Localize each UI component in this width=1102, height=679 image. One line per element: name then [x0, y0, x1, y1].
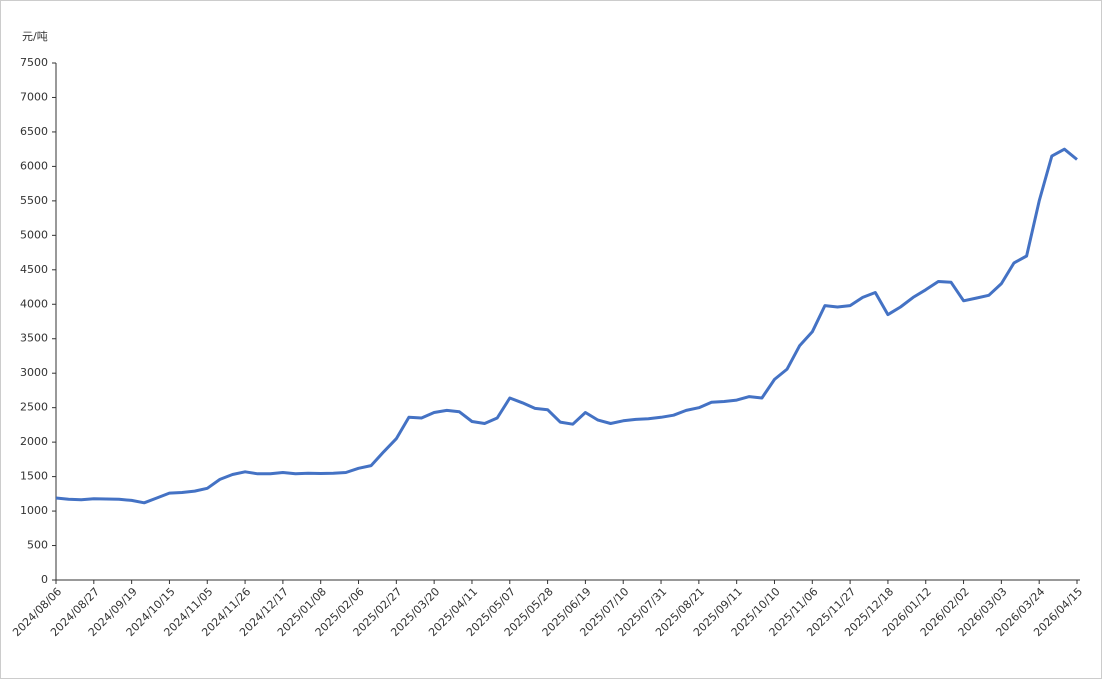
y-tick-label: 0 [41, 573, 48, 586]
y-tick-label: 4500 [20, 263, 48, 276]
y-unit: 元/吨 [22, 30, 48, 43]
y-tick-label: 1000 [20, 504, 48, 517]
y-tick-label: 6000 [20, 159, 48, 172]
y-tick-label: 6500 [20, 125, 48, 138]
y-tick-label: 1500 [20, 470, 48, 483]
y-tick-label: 7000 [20, 90, 48, 103]
y-tick-label: 2000 [20, 435, 48, 448]
y-tick-label: 500 [27, 539, 48, 552]
y-tick-label: 5500 [20, 194, 48, 207]
y-tick-label: 4000 [20, 297, 48, 310]
y-tick-label: 5000 [20, 228, 48, 241]
y-tick-label: 3500 [20, 332, 48, 345]
y-tick-label: 2500 [20, 401, 48, 414]
y-tick-label: 7500 [20, 56, 48, 69]
y-tick-label: 3000 [20, 366, 48, 379]
data-line [55, 147, 1078, 505]
